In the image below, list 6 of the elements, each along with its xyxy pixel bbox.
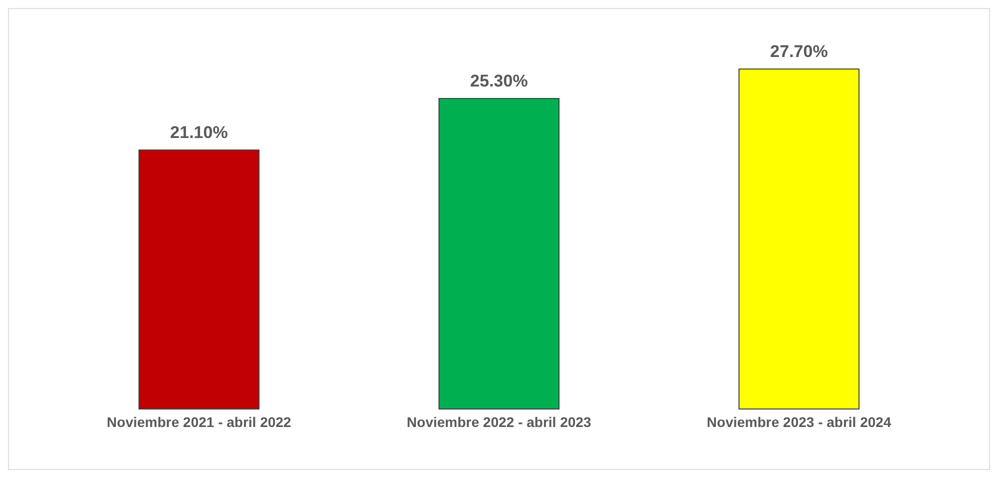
x-tick-label: Noviembre 2022 - abril 2023: [406, 414, 592, 430]
data-label: 21.10%: [170, 123, 228, 142]
x-tick-label: Noviembre 2021 - abril 2022: [106, 414, 292, 430]
data-label: 25.30%: [470, 71, 528, 90]
x-tick-label: Noviembre 2023 - abril 2024: [706, 414, 892, 430]
data-label: 27.70%: [770, 42, 828, 61]
